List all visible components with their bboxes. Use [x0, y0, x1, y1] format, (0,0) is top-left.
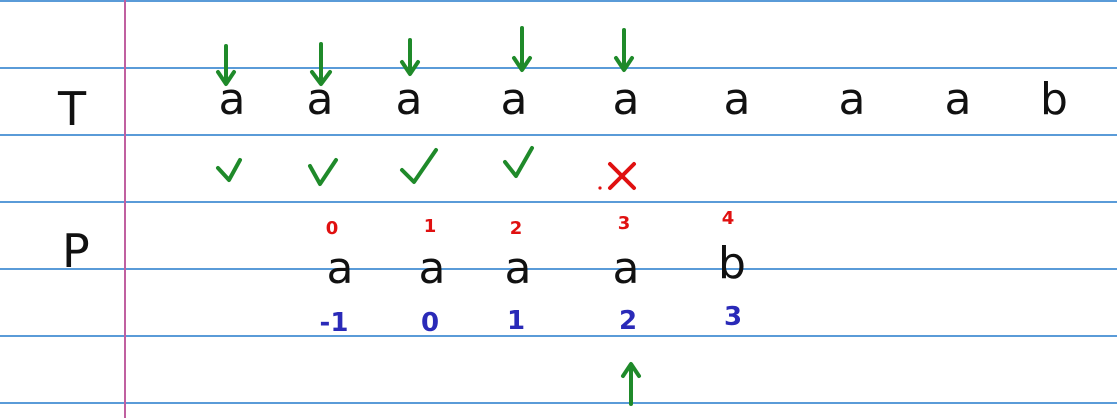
text-char: a: [500, 74, 528, 125]
next-value: 0: [420, 308, 440, 338]
next-value: -1: [319, 308, 349, 338]
check-icon: [503, 146, 534, 178]
ruled-line: [0, 201, 1117, 203]
text-char: a: [395, 74, 423, 125]
down-arrow-icon: [216, 44, 236, 86]
ruled-line: [0, 402, 1117, 404]
ruled-line: [0, 0, 1117, 2]
text-char: b: [1040, 74, 1068, 125]
margin-line: [124, 0, 126, 418]
pattern-index: 3: [617, 213, 631, 234]
up-arrow-icon: [621, 362, 641, 406]
pattern-char: a: [418, 243, 446, 294]
pattern-char: a: [504, 243, 532, 294]
check-icon: [308, 158, 338, 186]
pattern-index: 0: [325, 218, 339, 239]
pattern-index: 2: [509, 218, 523, 239]
text-char: a: [944, 74, 972, 125]
pattern-index: 1: [423, 216, 437, 237]
cross-icon: [598, 162, 636, 190]
text-char: a: [218, 74, 246, 125]
next-value: 3: [723, 302, 743, 332]
down-arrow-icon: [400, 38, 420, 76]
pattern-char: a: [612, 243, 640, 294]
pattern-char: b: [718, 238, 746, 289]
check-icon: [216, 158, 242, 182]
next-value: 2: [618, 306, 638, 336]
text-char: a: [838, 74, 866, 125]
ruled-line: [0, 134, 1117, 136]
text-row-label: T: [58, 82, 87, 136]
pattern-index: 4: [721, 208, 735, 229]
next-value: 1: [506, 306, 526, 336]
ruled-line: [0, 268, 1117, 270]
down-arrow-icon: [614, 28, 634, 72]
ruled-line: [0, 67, 1117, 69]
ruled-line: [0, 335, 1117, 337]
text-char: a: [612, 74, 640, 125]
down-arrow-icon: [512, 26, 532, 72]
pattern-row-label: P: [62, 224, 90, 278]
down-arrow-icon: [310, 42, 332, 86]
text-char: a: [723, 74, 751, 125]
pattern-char: a: [326, 243, 354, 294]
check-icon: [400, 148, 438, 184]
